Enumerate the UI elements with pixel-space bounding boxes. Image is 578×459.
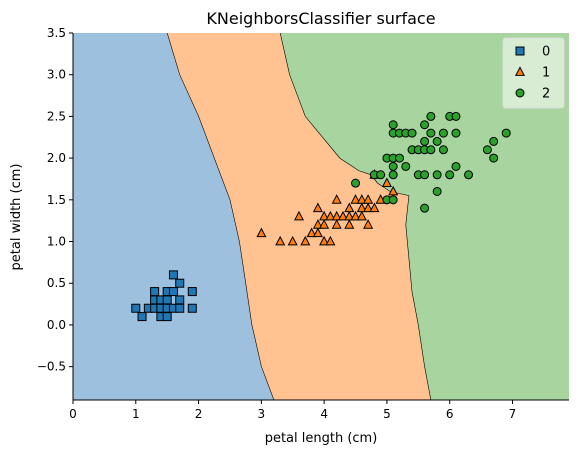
- x-tick-label-3: 3: [258, 407, 266, 421]
- legend-marker-0: [516, 47, 524, 55]
- x-tick-label-2: 2: [195, 407, 203, 421]
- data-point-class-2-6: [389, 171, 397, 179]
- data-point-class-2-20: [421, 171, 429, 179]
- data-point-class-2-37: [465, 171, 473, 179]
- data-point-class-2-34: [452, 162, 460, 170]
- y-tick-label-4: 1.5: [47, 193, 66, 207]
- data-point-class-0-18: [176, 279, 184, 287]
- data-point-class-0-17: [176, 296, 184, 304]
- data-point-class-2-23: [421, 121, 429, 129]
- x-tick-label-4: 4: [320, 407, 328, 421]
- data-point-class-2-39: [490, 154, 498, 162]
- decision-regions: [73, 33, 569, 400]
- data-point-class-2-10: [389, 121, 397, 129]
- y-tick-label-0: −0.5: [37, 360, 66, 374]
- data-point-class-2-36: [452, 112, 460, 120]
- data-point-class-2-32: [446, 171, 454, 179]
- data-point-class-2-35: [452, 129, 460, 137]
- data-point-class-2-16: [408, 129, 416, 137]
- legend-box: [503, 38, 564, 108]
- data-point-class-2-27: [433, 187, 441, 195]
- data-point-class-2-26: [427, 112, 435, 120]
- data-point-class-2-2: [377, 171, 385, 179]
- y-tick-label-7: 3.0: [47, 68, 66, 82]
- y-tick-label-2: 0.5: [47, 276, 66, 290]
- y-tick-label-6: 2.5: [47, 109, 66, 123]
- data-point-class-2-7: [389, 162, 397, 170]
- x-tick-label-6: 6: [446, 407, 454, 421]
- chart-title: KNeighborsClassifier surface: [206, 9, 435, 28]
- data-point-class-0-15: [169, 271, 177, 279]
- data-point-class-0-16: [176, 304, 184, 312]
- data-point-class-2-25: [427, 129, 435, 137]
- x-tick-label-1: 1: [132, 407, 140, 421]
- x-axis-label: petal length (cm): [265, 431, 378, 446]
- data-point-class-2-30: [439, 146, 447, 154]
- data-point-class-2-29: [433, 137, 441, 145]
- data-point-class-0-11: [163, 296, 171, 304]
- y-tick-label-8: 3.5: [47, 26, 66, 40]
- data-point-class-0-1: [138, 313, 146, 321]
- x-tick-label-0: 0: [69, 407, 77, 421]
- legend-label-2: 2: [542, 87, 550, 102]
- data-point-class-2-31: [439, 129, 447, 137]
- data-point-class-2-38: [483, 146, 491, 154]
- x-tick-label-5: 5: [383, 407, 391, 421]
- data-point-class-2-22: [421, 137, 429, 145]
- data-point-class-0-14: [169, 288, 177, 296]
- y-axis-label: petal width (cm): [9, 164, 24, 271]
- data-point-class-2-0: [352, 179, 360, 187]
- y-tick-label-5: 2.0: [47, 151, 66, 165]
- y-tick-label-1: 0.0: [47, 318, 66, 332]
- x-tick-label-7: 7: [509, 407, 517, 421]
- data-point-class-0-9: [163, 313, 171, 321]
- y-tick-label-3: 1.0: [47, 235, 66, 249]
- legend-label-1: 1: [542, 66, 550, 81]
- data-point-class-2-24: [427, 146, 435, 154]
- data-point-class-0-19: [188, 304, 196, 312]
- data-point-class-2-40: [490, 137, 498, 145]
- legend[interactable]: 0 1 2: [503, 38, 564, 108]
- data-point-class-0-20: [188, 288, 196, 296]
- data-point-class-0-0: [132, 304, 140, 312]
- legend-label-0: 0: [542, 45, 550, 60]
- data-point-class-2-5: [389, 196, 397, 204]
- data-point-class-2-19: [421, 204, 429, 212]
- data-point-class-2-11: [395, 154, 403, 162]
- data-point-class-0-5: [151, 288, 159, 296]
- data-point-class-2-28: [433, 171, 441, 179]
- legend-marker-2: [516, 89, 524, 97]
- data-point-class-2-41: [502, 129, 510, 137]
- data-point-class-2-13: [402, 162, 410, 170]
